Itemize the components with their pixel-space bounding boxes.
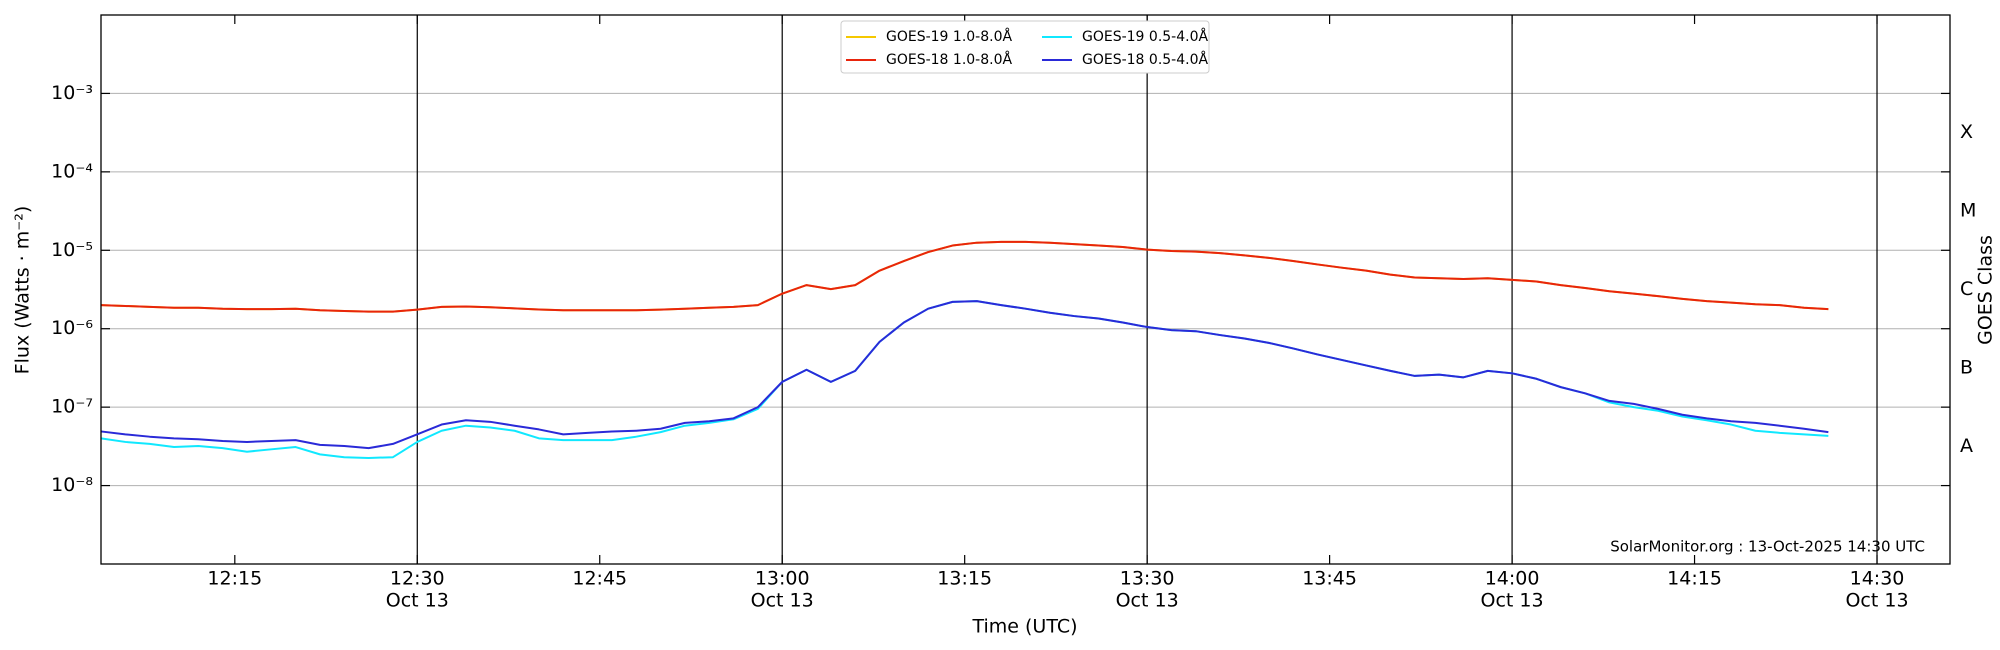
x-axis-label: Time (UTC) <box>971 616 1077 638</box>
y-axis-label: Flux (Watts · m⁻²) <box>12 206 34 375</box>
x-tick-label: 12:15 <box>207 568 262 590</box>
x-tick-label: 13:45 <box>1302 568 1357 590</box>
x-tick-date: Oct 13 <box>1845 590 1908 612</box>
y2-axis-label: GOES Class <box>1975 235 1997 345</box>
x-tick-date: Oct 13 <box>386 590 449 612</box>
x-tick-label: 13:30 <box>1120 568 1175 590</box>
x-tick-label: 13:15 <box>937 568 992 590</box>
y2-tick-label: A <box>1960 435 1973 457</box>
series-line <box>100 300 1829 459</box>
legend-label: GOES-19 1.0-8.0Å <box>886 28 1012 45</box>
x-tick-label: 14:00 <box>1485 568 1540 590</box>
annotation: SolarMonitor.org : 13-Oct-2025 14:30 UTC <box>1610 538 1925 556</box>
y-tick-label: 10⁻⁵ <box>51 239 93 261</box>
y-tick-label: 10⁻⁶ <box>51 317 93 339</box>
series-layer <box>100 240 1829 459</box>
x-tick-label: 13:00 <box>755 568 810 590</box>
y2-tick-label: X <box>1960 121 1973 143</box>
x-tick-label: 14:15 <box>1667 568 1722 590</box>
y2-tick-label: M <box>1960 200 1976 222</box>
x-tick-date: Oct 13 <box>751 590 814 612</box>
y-tick-label: 10⁻⁴ <box>51 160 93 182</box>
y-tick-label: 10⁻³ <box>51 82 93 104</box>
x-tick-date: Oct 13 <box>1481 590 1544 612</box>
x-tick-label: 14:30 <box>1850 568 1905 590</box>
y-tick-label: 10⁻⁷ <box>51 396 93 418</box>
legend: GOES-19 1.0-8.0Å GOES-18 1.0-8.0Å GOES-19 … <box>840 20 1210 74</box>
x-tick-label: 12:45 <box>572 568 627 590</box>
x-tick-label: 12:30 <box>390 568 445 590</box>
y2-tick-label: C <box>1960 278 1973 300</box>
legend-label: GOES-18 1.0-8.0Å <box>886 51 1012 68</box>
legend-box <box>840 20 1210 74</box>
grid-layer <box>101 15 1950 564</box>
y2-tick-label: B <box>1960 356 1973 378</box>
series-line <box>100 300 1829 450</box>
legend-label: GOES-19 0.5-4.0Å <box>1082 28 1208 45</box>
legend-label: GOES-18 0.5-4.0Å <box>1082 51 1208 68</box>
x-tick-date: Oct 13 <box>1116 590 1179 612</box>
series-line <box>100 240 1829 313</box>
plot-frame <box>100 14 1951 565</box>
y-tick-label: 10⁻⁸ <box>51 474 93 496</box>
